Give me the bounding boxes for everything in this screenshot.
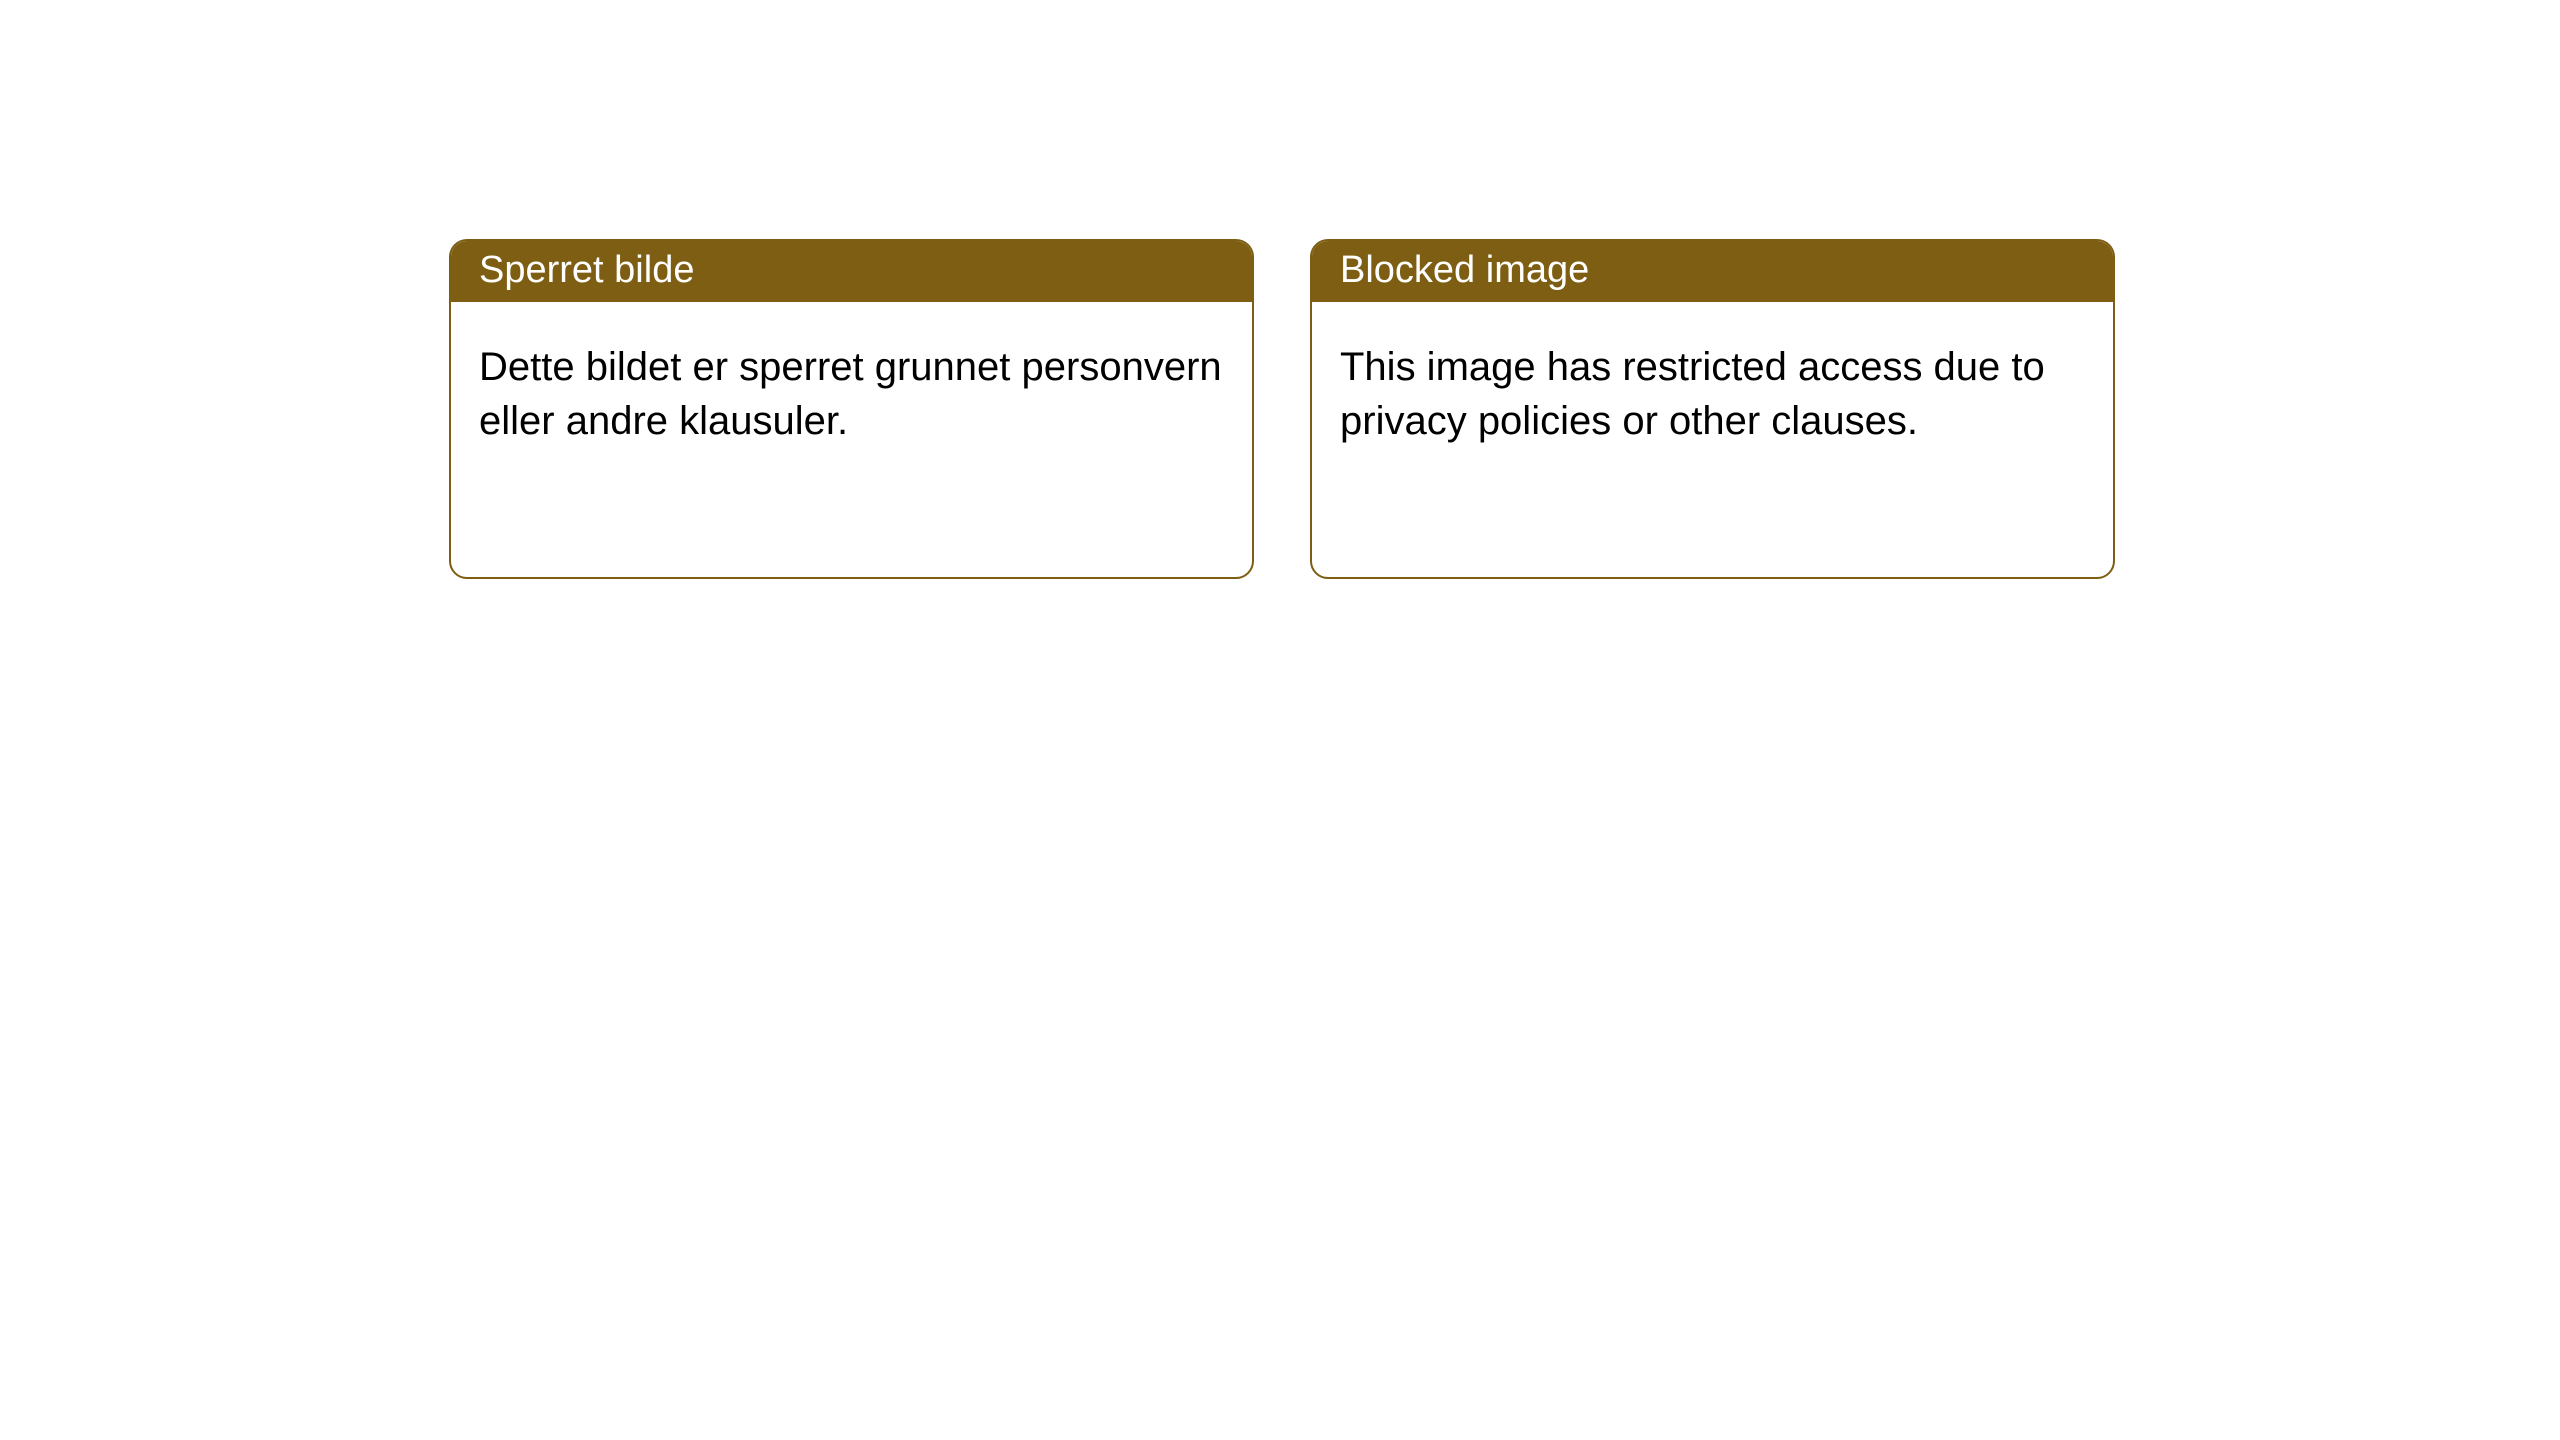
notice-body: Dette bildet er sperret grunnet personve… [451,302,1252,476]
notice-card-norwegian: Sperret bilde Dette bildet er sperret gr… [449,239,1254,579]
notice-card-english: Blocked image This image has restricted … [1310,239,2115,579]
notice-body: This image has restricted access due to … [1312,302,2113,476]
notice-container: Sperret bilde Dette bildet er sperret gr… [0,0,2560,579]
notice-header: Blocked image [1312,241,2113,302]
notice-header: Sperret bilde [451,241,1252,302]
